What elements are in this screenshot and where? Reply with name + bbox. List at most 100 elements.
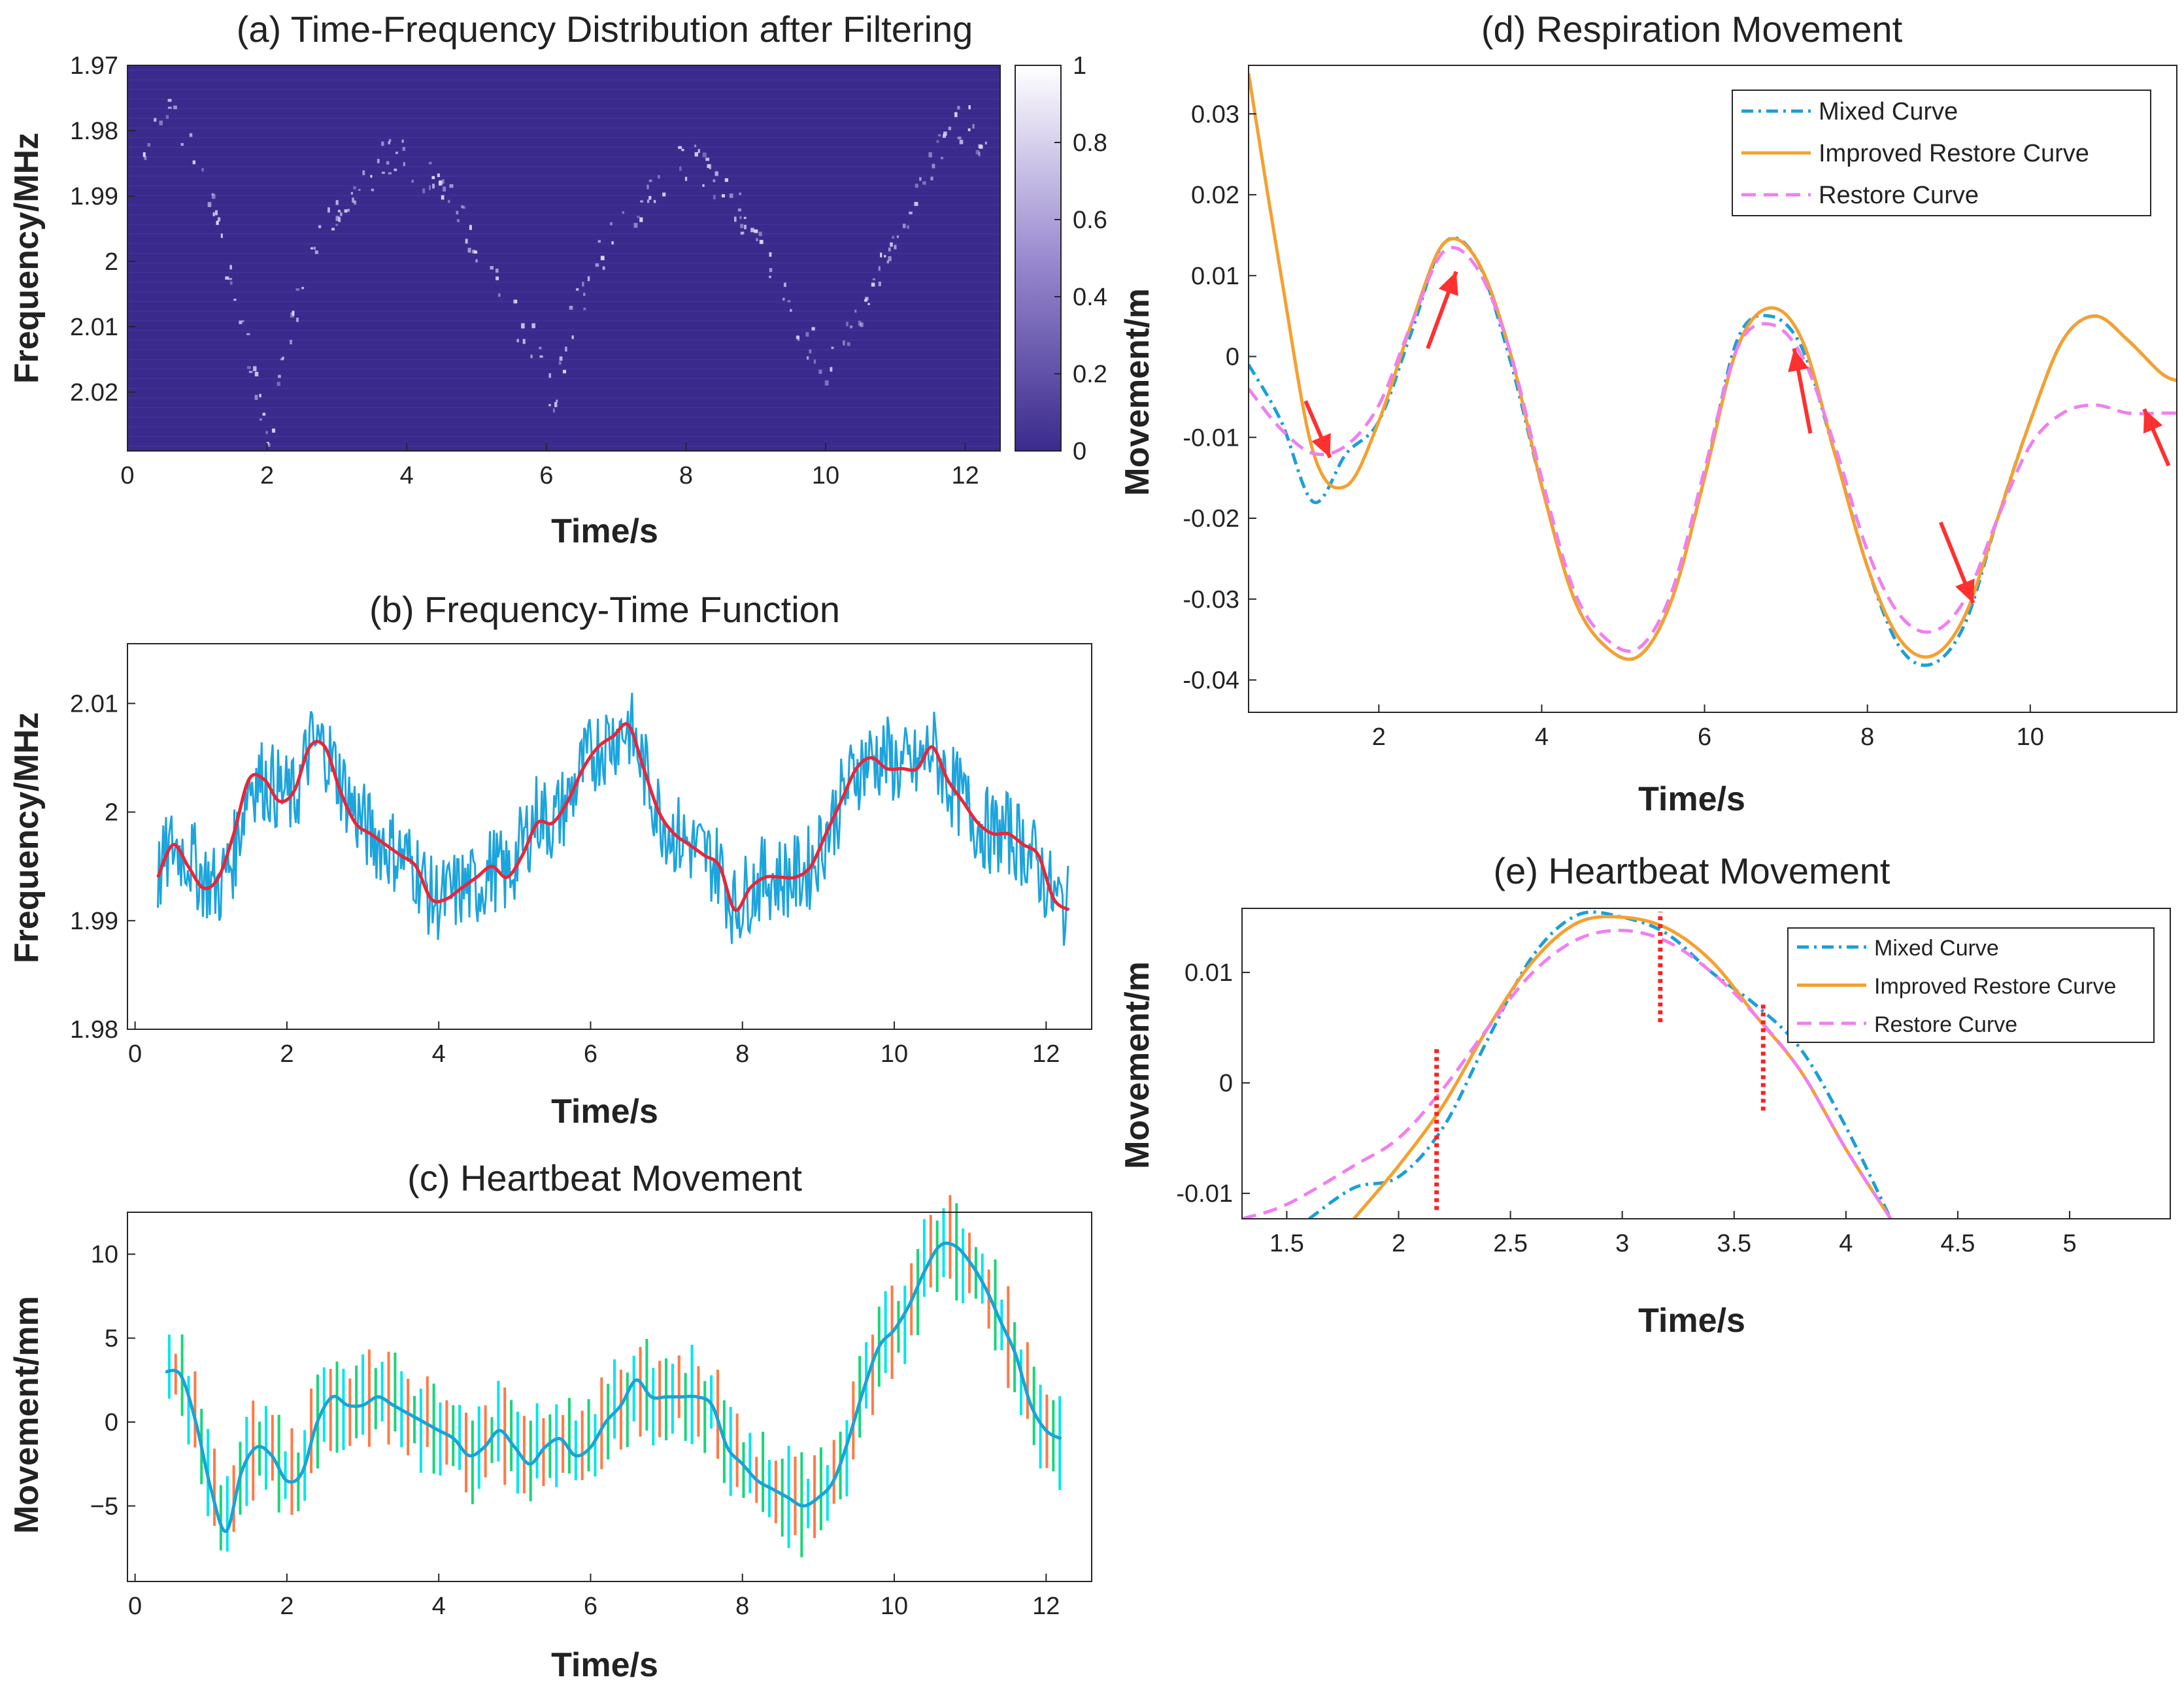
panel-d-red-arrow-head <box>1955 578 1975 603</box>
panel-a-xtick-label: 10 <box>812 462 839 489</box>
heatmap-ridge-pixel <box>490 266 494 270</box>
heatmap-ridge-pixel <box>475 259 478 263</box>
heatmap-ridge-pixel <box>347 208 350 212</box>
panel-b-ytick-label: 1.98 <box>70 1016 118 1044</box>
panel-e-legend-label: Restore Curve <box>1874 1012 2017 1037</box>
heatmap-ridge-pixel <box>465 239 468 244</box>
panel-c-xtick-label: 6 <box>584 1593 597 1620</box>
heatmap-ridge-pixel <box>576 288 579 291</box>
heatmap-ridge-pixel <box>212 212 215 216</box>
heatmap-ridge-pixel <box>907 225 909 229</box>
panel-b-xtick-label: 8 <box>735 1040 749 1068</box>
heatmap-ridge-pixel <box>335 223 338 226</box>
heatmap-ridge-pixel <box>968 105 971 110</box>
heatmap-ridge-pixel <box>264 450 267 455</box>
heatmap-ridge-pixel <box>495 269 499 273</box>
panel-b-xtick-label: 6 <box>584 1040 597 1068</box>
heatmap-ridge-pixel <box>267 443 271 447</box>
heatmap-ridge-pixel <box>640 200 644 203</box>
heatmap-ridge-pixel <box>609 222 613 225</box>
heatmap-ridge-pixel <box>734 216 737 222</box>
heatmap-ridge-pixel <box>602 266 605 270</box>
heatmap-ridge-pixel <box>448 199 450 203</box>
heatmap-ridge-pixel <box>201 168 204 172</box>
panel-e-ylabel: Movement/m <box>1118 961 1156 1169</box>
heatmap-ridge-pixel <box>886 260 889 264</box>
panel-e-series-line <box>1242 929 1892 1219</box>
panel-d-ytick-label: -0.02 <box>1183 505 1239 533</box>
heatmap-ridge-pixel <box>739 216 742 220</box>
heatmap-ridge-pixel <box>739 192 742 195</box>
heatmap-ridge-pixel <box>167 99 172 102</box>
heatmap-ridge-pixel <box>441 195 445 200</box>
heatmap-ridge-pixel <box>972 124 975 129</box>
heatmap-ridge-pixel <box>443 186 446 192</box>
heatmap-ridge-pixel <box>456 210 459 215</box>
heatmap-ridge-pixel <box>388 139 392 142</box>
heatmap-ridge-pixel <box>344 209 348 213</box>
heatmap-ridge-pixel <box>724 178 728 182</box>
heatmap-ridge-pixel <box>437 173 440 178</box>
panel-e-xlabel: Time/s <box>1638 1302 1745 1340</box>
heatmap-ridge-pixel <box>824 380 829 386</box>
heatmap-ridge-pixel <box>228 278 233 280</box>
panel-a-ylabel: Frequency/MHz <box>8 133 46 384</box>
heatmap-ridge-pixel <box>465 239 468 244</box>
colorbar-tick-label: 0.8 <box>1073 129 1107 157</box>
panel-c-xtick-label: 12 <box>1032 1593 1060 1620</box>
heatmap-ridge-pixel <box>461 205 464 208</box>
heatmap-ridge-pixel <box>756 238 758 242</box>
heatmap-ridge-pixel <box>694 144 697 148</box>
heatmap-ridge-pixel <box>928 152 932 157</box>
colorbar-tick-label: 0.4 <box>1073 284 1107 311</box>
heatmap-ridge-pixel <box>292 310 295 316</box>
panel-e-heartbeat-zoom: (e) Heartbeat Movement 1.5 2 2.5 3 3.5 4 4.5 5 -… <box>1118 850 2171 1340</box>
heatmap-ridge-pixel <box>892 235 895 239</box>
heatmap-ridge-pixel <box>290 339 292 344</box>
heatmap-ridge-pixel <box>709 163 712 169</box>
heatmap-ridge-pixel <box>890 242 893 247</box>
heatmap-ridge-pixel <box>144 156 147 160</box>
heatmap-ridge-pixel <box>697 149 700 153</box>
panel-c-plot: 0 2 4 6 8 10 12 −5 0 5 10 <box>90 1195 1092 1620</box>
heatmap-ridge-pixel <box>207 202 212 207</box>
heatmap-ridge-pixel <box>173 105 177 110</box>
heartbeat-curve <box>165 1241 1062 1533</box>
heatmap-ridge-pixel <box>954 112 958 118</box>
heatmap-ridge-pixel <box>737 208 741 212</box>
heatmap-ridge-pixel <box>353 186 356 190</box>
heatmap-ridge-pixel <box>759 240 764 244</box>
heatmap-ridge-pixel <box>721 194 725 198</box>
heatmap-ridge-pixel <box>253 366 257 371</box>
heatmap-ridge-pixel <box>975 150 980 155</box>
panel-a-xtick-label: 8 <box>679 462 693 489</box>
panel-d-ytick-label: 0.01 <box>1191 263 1239 290</box>
panel-a-time-frequency: (a) Time-Frequency Distribution after Fi… <box>8 8 1107 550</box>
heatmap-ridge-pixel <box>514 299 518 303</box>
panel-c-xtick-label: 8 <box>735 1593 749 1620</box>
heatmap-ridge-pixel <box>922 181 926 185</box>
heatmap-ridge-pixel <box>277 382 280 386</box>
heatmap-ridge-pixel <box>957 137 962 140</box>
panel-e-series-group <box>1242 910 1892 1219</box>
heatmap-ridge-pixel <box>787 300 791 303</box>
panel-a-ytick-label: 1.99 <box>70 183 118 210</box>
heatmap-ridge-pixel <box>678 146 682 149</box>
heatmap-ridge-pixel <box>831 346 834 349</box>
panel-e-series-line <box>1308 910 1892 1219</box>
panel-e-xtick-label: 4.5 <box>1941 1230 1975 1257</box>
heatmap-ridge-pixel <box>872 278 876 280</box>
panel-b-xtick-label: 12 <box>1032 1040 1060 1068</box>
panel-e-legend-label: Improved Restore Curve <box>1874 974 2116 999</box>
panel-a-ytick-label: 2.02 <box>70 379 118 406</box>
panel-e-xtick-label: 1.5 <box>1269 1230 1304 1257</box>
heatmap-ridge-pixel <box>854 309 857 313</box>
panel-d-series-group <box>1249 73 2177 667</box>
heatmap-ridge-pixel <box>559 356 563 361</box>
panel-d-xtick-label: 4 <box>1535 723 1549 751</box>
panel-b-xlabel: Time/s <box>551 1093 658 1131</box>
panel-e-ytick-label: -0.01 <box>1176 1180 1233 1208</box>
panel-e-axes-frame <box>1241 908 2171 1219</box>
heatmap-ridge-pixel <box>565 346 567 352</box>
